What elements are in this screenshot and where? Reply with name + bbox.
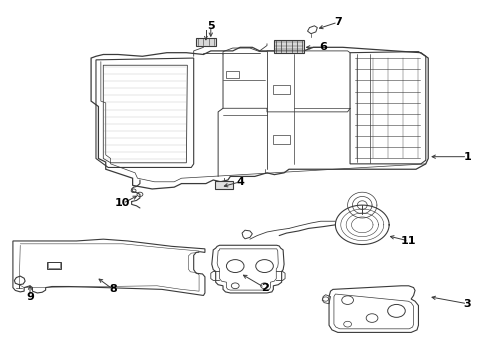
Bar — [273, 135, 291, 144]
Bar — [215, 181, 233, 189]
Bar — [196, 38, 216, 45]
Bar — [226, 71, 239, 78]
Text: 9: 9 — [26, 292, 34, 302]
Text: 1: 1 — [464, 152, 471, 162]
Text: 4: 4 — [236, 177, 244, 187]
Bar — [274, 40, 304, 53]
Bar — [47, 262, 61, 269]
Text: 3: 3 — [464, 299, 471, 309]
Text: 11: 11 — [401, 236, 416, 246]
Text: 8: 8 — [109, 284, 117, 294]
Bar — [273, 85, 291, 94]
Text: 10: 10 — [115, 198, 130, 208]
Text: 5: 5 — [207, 21, 215, 31]
Text: 6: 6 — [319, 42, 327, 52]
Text: 2: 2 — [261, 283, 269, 293]
Bar — [48, 262, 60, 268]
Text: 7: 7 — [334, 17, 342, 27]
